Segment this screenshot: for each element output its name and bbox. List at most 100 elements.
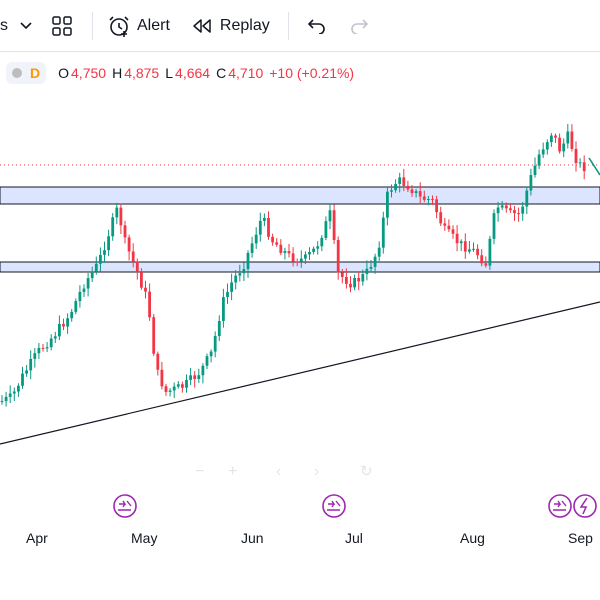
candle-body <box>365 268 369 275</box>
candle-body <box>201 365 205 376</box>
chevron-down-icon[interactable] <box>14 0 38 52</box>
candle-body <box>148 291 151 318</box>
candle-body <box>562 143 566 152</box>
candle-body <box>107 236 110 251</box>
candle-body <box>17 385 20 392</box>
candle-body <box>103 250 106 255</box>
x-tick-label: May <box>131 530 157 546</box>
alarm-clock-icon <box>107 14 131 38</box>
candle-body <box>324 221 328 238</box>
candle-body <box>295 261 299 263</box>
dividend-marker[interactable] <box>113 494 137 518</box>
scroll-left-icon[interactable]: ‹ <box>276 463 281 480</box>
candle-body <box>414 191 418 194</box>
candle-body <box>381 217 385 248</box>
candle-body <box>263 218 266 221</box>
candle-body <box>82 288 86 292</box>
candle-body <box>537 154 541 166</box>
candle-body <box>70 311 74 319</box>
candle-body <box>377 247 381 257</box>
candle-body <box>566 131 570 144</box>
zoom-in-icon[interactable]: + <box>228 463 237 480</box>
candle-body <box>357 278 361 282</box>
market-status-dot <box>12 68 22 78</box>
low-value: 4,664 <box>175 65 211 81</box>
alert-button[interactable]: Alert <box>101 0 176 52</box>
candle-body <box>250 243 254 253</box>
symbol-status-pill[interactable]: D <box>6 62 47 84</box>
candle-body <box>115 207 119 218</box>
candle-body <box>328 210 332 222</box>
split-marker[interactable] <box>573 494 597 518</box>
candle-body <box>320 237 324 247</box>
candle-body <box>58 323 61 337</box>
candle-body <box>398 177 402 184</box>
candle-body <box>21 373 24 386</box>
candle-body <box>283 251 287 253</box>
scroll-right-icon[interactable]: › <box>314 463 319 480</box>
zoom-out-icon[interactable]: − <box>195 463 204 480</box>
support-zone[interactable] <box>0 261 600 273</box>
candle-body <box>504 205 508 209</box>
candle-body <box>345 276 348 284</box>
candle-body <box>529 175 533 191</box>
candle-body <box>258 220 262 235</box>
interval-letter: D <box>30 65 41 81</box>
candle-body <box>287 251 291 254</box>
candle-body <box>492 213 496 239</box>
candle-body <box>230 282 233 292</box>
trendline[interactable] <box>0 301 600 445</box>
candle-body <box>509 208 512 211</box>
candle-body <box>185 379 188 388</box>
low-label: L <box>165 65 174 81</box>
close-value: 4,710 <box>228 65 264 81</box>
undo-icon[interactable] <box>303 0 331 52</box>
candle-body <box>176 384 180 387</box>
candle-body <box>496 207 500 214</box>
candle-body <box>369 266 373 269</box>
candle-body <box>533 165 537 176</box>
candle-body <box>463 241 467 252</box>
close-label: C <box>216 65 227 81</box>
candle-body <box>217 321 221 337</box>
candle-body <box>472 248 475 250</box>
candle-body <box>74 301 78 312</box>
redo-icon[interactable] <box>345 0 373 52</box>
candle-body <box>443 223 447 226</box>
toolbar-divider <box>92 11 93 40</box>
candle-body <box>49 338 53 348</box>
dividend-marker[interactable] <box>322 494 346 518</box>
candle-body <box>447 225 451 230</box>
price-chart[interactable]: − + ‹ › ↻ Apr May Jun Jul Aug Sep <box>0 52 600 600</box>
candle-body <box>431 199 434 201</box>
candle-body <box>140 272 143 288</box>
candle-body <box>267 218 270 237</box>
candle-body <box>78 291 82 302</box>
interval-label[interactable]: s <box>0 16 8 34</box>
candle-body <box>349 283 352 288</box>
candle-body <box>550 135 553 143</box>
candle-body <box>500 205 504 208</box>
open-value: 4,750 <box>71 65 107 81</box>
candle-body <box>254 234 258 244</box>
reset-icon[interactable]: ↻ <box>360 463 373 480</box>
dividend-marker[interactable] <box>548 494 572 518</box>
replay-button[interactable]: Replay <box>184 0 278 52</box>
candle-body <box>275 242 279 245</box>
candle-body <box>468 249 471 252</box>
candle-body <box>517 213 520 215</box>
candle-body <box>570 131 574 149</box>
candle-body <box>545 142 549 150</box>
x-tick-label: Jul <box>345 530 363 546</box>
candle-body <box>402 177 406 186</box>
resistance-zone[interactable] <box>0 186 600 205</box>
candle-body <box>135 261 139 273</box>
candle-body <box>574 148 578 164</box>
top-toolbar: s Alert Replay <box>0 0 600 52</box>
candle-body <box>513 210 516 214</box>
toolbar-divider <box>287 11 289 40</box>
candle-body <box>242 269 246 274</box>
candle-body <box>152 317 156 354</box>
layout-grid-icon[interactable] <box>38 0 86 52</box>
candle-body <box>144 287 147 292</box>
